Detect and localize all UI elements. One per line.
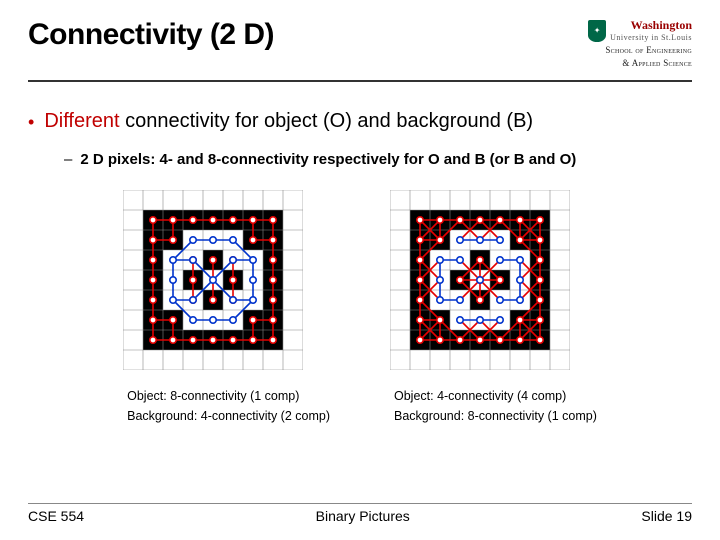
footer-right: Slide 19: [641, 508, 692, 524]
grid-diagram-right: [390, 190, 570, 370]
caption-left-1: Object: 8-connectivity (1 comp): [127, 386, 330, 406]
logo-dept-2: & Applied Science: [588, 58, 692, 69]
logo-name-top: Washington: [610, 18, 692, 33]
logo-name-bot: University in St.Louis: [610, 33, 692, 43]
figure-right: Object: 4-connectivity (4 comp) Backgrou…: [390, 190, 597, 426]
bullet-red: Different: [44, 110, 119, 132]
dash-icon: –: [64, 151, 72, 168]
footer-center: Binary Pictures: [316, 508, 410, 524]
footer: CSE 554 Binary Pictures Slide 19: [28, 503, 692, 524]
header: Connectivity (2 D) ✦ Washington Universi…: [28, 18, 692, 70]
caption-right-1: Object: 4-connectivity (4 comp): [394, 386, 597, 406]
bullet-dot-icon: •: [28, 110, 34, 135]
caption-right-2: Background: 8-connectivity (1 comp): [394, 406, 597, 426]
bullet-rest: connectivity for object (O) and backgrou…: [120, 110, 534, 132]
subbullet-text: 2 D pixels: 4- and 8-connectivity respec…: [80, 151, 576, 168]
grid-diagram-left: [123, 190, 303, 370]
figures-row: Object: 8-connectivity (1 comp) Backgrou…: [28, 190, 692, 426]
content: • Different connectivity for object (O) …: [28, 82, 692, 426]
subbullet: – 2 D pixels: 4- and 8-connectivity resp…: [64, 151, 692, 168]
slide-title: Connectivity (2 D): [28, 18, 274, 52]
logo-dept-1: School of Engineering: [588, 45, 692, 56]
wustl-logo: ✦ Washington University in St.Louis Scho…: [588, 18, 692, 70]
bullet-text: Different connectivity for object (O) an…: [44, 110, 533, 135]
footer-left: CSE 554: [28, 508, 84, 524]
caption-left-2: Background: 4-connectivity (2 comp): [127, 406, 330, 426]
shield-icon: ✦: [588, 20, 606, 42]
slide: Connectivity (2 D) ✦ Washington Universi…: [0, 0, 720, 540]
bullet-main: • Different connectivity for object (O) …: [28, 110, 692, 135]
figure-left: Object: 8-connectivity (1 comp) Backgrou…: [123, 190, 330, 426]
footer-rule: [28, 503, 692, 504]
